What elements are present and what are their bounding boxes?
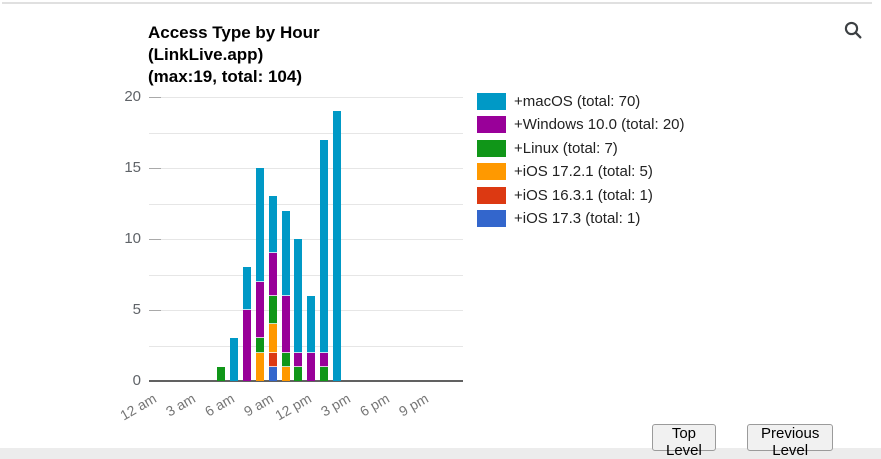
legend-item-iOS-16-3-1[interactable]: +iOS 16.3.1 (total: 1)	[477, 186, 653, 204]
y-tick-10	[149, 239, 161, 240]
bar-hour-14-macOS[interactable]	[333, 111, 342, 381]
legend-swatch	[477, 116, 506, 134]
gridline-7.5	[149, 274, 463, 276]
bar-hour-7-macOS[interactable]	[242, 267, 251, 310]
legend-swatch	[477, 186, 506, 204]
bar-hour-11-Windows-10-0[interactable]	[294, 352, 303, 367]
legend-swatch	[477, 139, 506, 157]
bar-hour-5-Linux[interactable]	[216, 366, 225, 381]
bar-hour-8-macOS[interactable]	[255, 168, 264, 282]
bar-hour-6-macOS[interactable]	[229, 338, 238, 381]
bar-hour-9-iOS-16-3-1[interactable]	[268, 352, 277, 367]
bar-hour-10-macOS[interactable]	[281, 210, 290, 296]
bar-hour-9-iOS-17-2-1[interactable]	[268, 324, 277, 353]
bar-hour-8-iOS-17-2-1[interactable]	[255, 352, 264, 381]
bar-hour-10-Windows-10-0[interactable]	[281, 295, 290, 353]
y-axis-label-20: 20	[124, 88, 141, 105]
gridline-17.5	[149, 132, 463, 134]
gridline-2.5	[149, 345, 463, 347]
y-axis-label-15: 15	[124, 159, 141, 176]
gridline-20	[149, 97, 463, 98]
bar-hour-11-Linux[interactable]	[294, 366, 303, 381]
bar-hour-13-macOS[interactable]	[320, 139, 329, 353]
chart-title: Access Type by Hour (LinkLive.app) (max:…	[148, 22, 478, 88]
y-tick-15	[149, 168, 161, 169]
legend-label: +Windows 10.0 (total: 20)	[514, 116, 685, 134]
legend-item-macOS[interactable]: +macOS (total: 70)	[477, 93, 640, 110]
chart-title-line-1: Access Type by Hour	[148, 23, 320, 42]
plot-area: 0 5 10 15 20 12 am 3 am 6 am 9 am 12 pm 3 pm 6 pm 9 …	[117, 88, 463, 423]
bar-hour-11-macOS[interactable]	[294, 239, 303, 353]
legend-swatch	[477, 93, 506, 110]
legend-label: +iOS 17.2.1 (total: 5)	[514, 163, 653, 181]
bar-hour-7-Windows-10-0[interactable]	[242, 310, 251, 381]
bar-hour-9-Windows-10-0[interactable]	[268, 253, 277, 296]
bar-hour-10-Linux[interactable]	[281, 352, 290, 367]
bar-hour-10-iOS-17-2-1[interactable]	[281, 366, 290, 381]
chart-title-line-2: (LinkLive.app)	[148, 45, 264, 64]
bar-hour-9-iOS-17-3[interactable]	[268, 366, 277, 381]
bar-hour-8-Linux[interactable]	[255, 338, 264, 353]
bar-hour-9-Linux[interactable]	[268, 295, 277, 325]
y-axis-label-10: 10	[124, 230, 141, 247]
legend-item-iOS-17-2-1[interactable]: +iOS 17.2.1 (total: 5)	[477, 163, 653, 181]
legend-label: +macOS (total: 70)	[514, 93, 641, 110]
bar-hour-8-Windows-10-0[interactable]	[255, 281, 264, 339]
legend-item-Windows-10-0[interactable]: +Windows 10.0 (total: 20)	[477, 116, 685, 134]
top-level-button[interactable]: Top Level	[652, 424, 716, 459]
y-tick-20	[149, 97, 161, 98]
chart-title-line-3: (max:19, total: 104)	[148, 67, 302, 86]
gridline-12.5	[149, 203, 463, 205]
gridline-5	[149, 310, 463, 311]
y-axis-label-5: 5	[132, 301, 141, 318]
gridline-10	[149, 239, 463, 240]
legend-item-iOS-17-3[interactable]: +iOS 17.3 (total: 1)	[477, 210, 640, 227]
bar-hour-12-macOS[interactable]	[307, 295, 316, 353]
x-axis-line	[149, 380, 463, 382]
bar-hour-13-Linux[interactable]	[320, 366, 329, 381]
y-tick-5	[149, 310, 161, 311]
bar-hour-12-Windows-10-0[interactable]	[307, 352, 316, 381]
bar-hour-13-Windows-10-0[interactable]	[320, 352, 329, 367]
previous-level-button[interactable]: Previous Level	[747, 424, 834, 459]
legend-swatch	[477, 210, 506, 227]
search-icon[interactable]	[841, 20, 865, 44]
legend-item-Linux[interactable]: +Linux (total: 7)	[477, 139, 618, 157]
legend-label: +iOS 16.3.1 (total: 1)	[514, 186, 653, 204]
legend-label: +Linux (total: 7)	[514, 139, 618, 157]
legend-swatch	[477, 163, 506, 181]
magnifier-glyph	[844, 21, 862, 39]
bar-hour-9-macOS[interactable]	[268, 196, 277, 254]
y-axis-label-0: 0	[132, 372, 141, 389]
panel-top-border	[2, 2, 872, 4]
gridline-15	[149, 168, 463, 169]
legend-label: +iOS 17.3 (total: 1)	[514, 210, 641, 227]
